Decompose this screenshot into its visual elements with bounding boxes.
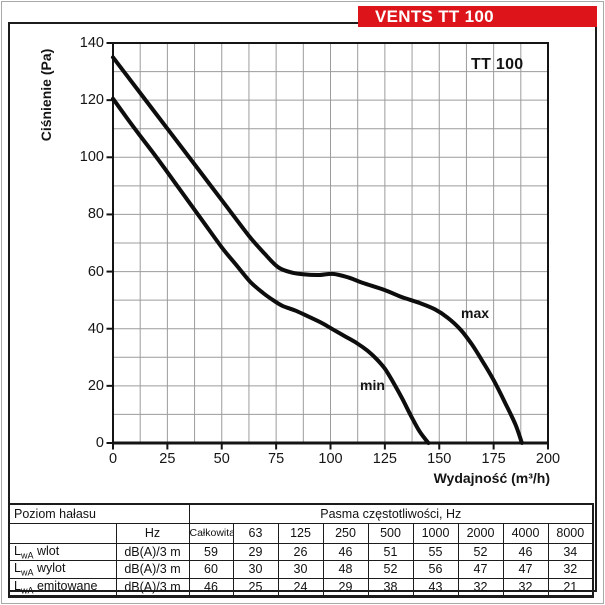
noise-value: 29: [232, 542, 279, 561]
table-header-freq-500: 500: [367, 522, 414, 544]
noise-value: 30: [232, 560, 279, 579]
noise-value: 26: [277, 542, 324, 561]
curve-max: [111, 55, 524, 445]
curve-label-max: max: [461, 305, 490, 321]
noise-value: 46: [188, 577, 234, 597]
table-header-freq-1000: 1000: [412, 522, 459, 544]
noise-value: 21: [547, 577, 594, 597]
noise-value: 48: [322, 560, 369, 579]
noise-value: 32: [457, 577, 504, 597]
noise-value: 55: [412, 542, 459, 561]
y-tick-label: 120: [79, 92, 104, 109]
table-header-freq-Całkowita: Całkowita: [188, 522, 234, 544]
noise-value: 59: [188, 542, 234, 561]
y-axis-title: Ciśnienie (Pa): [38, 48, 54, 142]
row-unit: dB(A)/3 m: [115, 577, 190, 597]
row-label: LwA emitowane: [8, 577, 117, 597]
noise-value: 29: [322, 577, 369, 597]
noise-value: 46: [322, 542, 369, 561]
x-tick-label: 0: [108, 451, 118, 467]
y-tick-label: 60: [87, 263, 104, 280]
table-header-noise-level: Poziom hałasu: [8, 503, 190, 524]
noise-value: 43: [412, 577, 459, 597]
y-tick-label: 140: [79, 35, 104, 51]
noise-value: 47: [457, 560, 504, 579]
row-label: LwA wlot: [8, 542, 117, 561]
x-tick-label: 25: [159, 451, 176, 467]
table-header-freq-63: 63: [232, 522, 279, 544]
table-header-freq-4000: 4000: [502, 522, 549, 544]
row-unit: dB(A)/3 m: [115, 542, 190, 561]
table-header-frequency-bands: Pasma częstotliwości, Hz: [188, 503, 594, 524]
x-tick-label: 150: [427, 451, 452, 467]
curve-label-min: min: [360, 377, 385, 393]
noise-level-table: Poziom hałasu Pasma częstotliwości, Hz Hz C…: [8, 503, 595, 598]
x-axis-title: Wydajność (m³/h): [433, 470, 550, 486]
x-tick-label: 75: [268, 451, 285, 467]
noise-value: 24: [277, 577, 324, 597]
x-tick-label: 175: [481, 451, 506, 467]
noise-value: 34: [547, 542, 594, 561]
x-tick-label: 125: [372, 451, 397, 467]
y-tick-label: 0: [95, 435, 104, 451]
noise-value: 38: [367, 577, 414, 597]
y-tick-label: 80: [87, 206, 104, 223]
fan-curve-chart: [106, 42, 549, 450]
x-tick-label: 200: [535, 451, 561, 467]
noise-value: 56: [412, 560, 459, 579]
row-unit: dB(A)/3 m: [115, 560, 190, 579]
table-header-freq-2000: 2000: [457, 522, 504, 544]
table-cell-empty: [8, 522, 117, 544]
row-label: LwA wylot: [8, 560, 117, 579]
x-tick-label: 50: [213, 451, 230, 467]
noise-value: 51: [367, 542, 414, 561]
noise-value: 25: [232, 577, 279, 597]
table-header-freq-125: 125: [277, 522, 324, 544]
y-tick-label: 20: [87, 377, 104, 394]
noise-value: 47: [502, 560, 549, 579]
noise-value: 60: [188, 560, 234, 579]
y-tick-label: 100: [79, 149, 104, 166]
table-header-freq-8000: 8000: [547, 522, 594, 544]
noise-value: 52: [457, 542, 504, 561]
noise-value: 32: [502, 577, 549, 597]
chart-title: TT 100: [471, 56, 524, 73]
y-tick-label: 40: [87, 320, 104, 337]
table-header-hz: Hz: [115, 522, 190, 544]
title-banner: VENTS TT 100: [358, 6, 597, 27]
noise-value: 46: [502, 542, 549, 561]
noise-value: 30: [277, 560, 324, 579]
x-tick-label: 100: [318, 451, 343, 467]
curve-min: [111, 96, 431, 445]
banner-title: VENTS TT 100: [375, 6, 494, 26]
table-header-freq-250: 250: [322, 522, 369, 544]
noise-value: 32: [547, 560, 594, 579]
noise-value: 52: [367, 560, 414, 579]
